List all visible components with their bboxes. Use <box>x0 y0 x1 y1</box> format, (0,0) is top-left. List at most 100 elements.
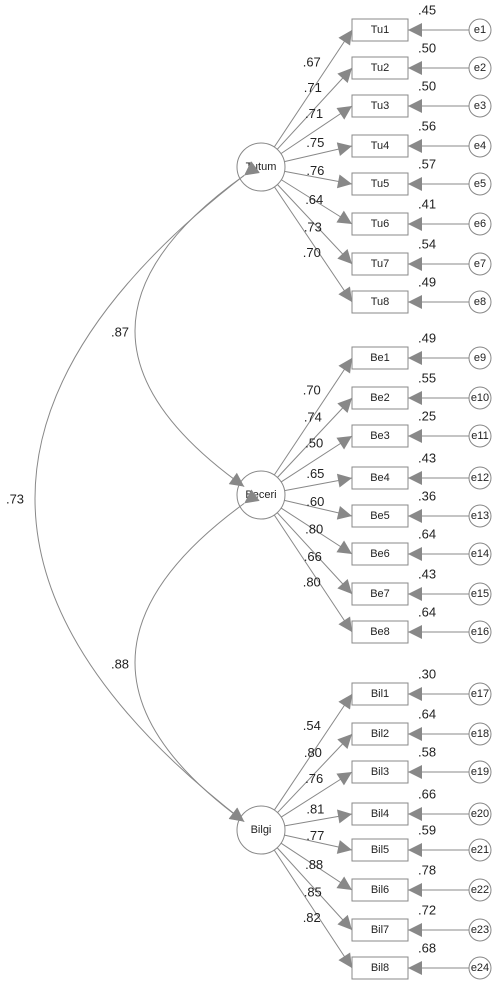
error-circle <box>468 212 492 236</box>
error-label: e2 <box>474 62 486 74</box>
r2-label: .50 <box>418 40 436 55</box>
r2-label: .66 <box>418 786 436 801</box>
indicator-label: Be4 <box>370 472 390 484</box>
r2-label: .72 <box>418 902 436 917</box>
indicator-label: Bil4 <box>371 808 389 820</box>
error-circle <box>468 290 492 314</box>
error-label: e20 <box>471 808 489 820</box>
error-circle <box>468 504 492 528</box>
error-circle <box>468 252 492 276</box>
r2-label: .36 <box>418 488 436 503</box>
loading-arrow <box>284 170 353 189</box>
loading-arrow <box>281 179 353 225</box>
loading-label: .71 <box>304 80 322 95</box>
error-circle <box>468 172 492 196</box>
indicator-label: Bil7 <box>371 924 389 936</box>
error-circle <box>468 838 492 862</box>
indicator-label: Tu4 <box>371 140 390 152</box>
r2-label: .25 <box>418 408 436 423</box>
r2-label: .58 <box>418 744 436 759</box>
r2-label: .45 <box>418 2 436 17</box>
r2-label: .57 <box>418 156 436 171</box>
error-circle <box>468 722 492 746</box>
loading-label: .73 <box>304 220 322 235</box>
error-label: e14 <box>471 548 489 560</box>
r2-label: .64 <box>418 706 436 721</box>
loading-arrow <box>284 809 353 827</box>
indicator-label: Be5 <box>370 510 390 522</box>
indicator-label: Tu6 <box>371 218 390 230</box>
indicator-label: Be2 <box>370 392 390 404</box>
error-label: e6 <box>474 218 486 230</box>
r2-label: .56 <box>418 118 436 133</box>
loading-arrow <box>280 507 353 555</box>
r2-label: .55 <box>418 370 436 385</box>
error-label: e15 <box>471 588 489 600</box>
loading-label: .74 <box>304 409 322 424</box>
loading-arrow <box>273 29 353 148</box>
r2-label: .68 <box>418 940 436 955</box>
latent-label: Tutum <box>246 161 277 173</box>
error-circle <box>468 94 492 118</box>
indicator-label: Be1 <box>370 352 390 364</box>
error-label: e19 <box>471 766 489 778</box>
loading-label: .76 <box>306 163 324 178</box>
loading-label: .80 <box>304 745 322 760</box>
error-circle <box>468 424 492 448</box>
indicator-label: Be3 <box>370 430 390 442</box>
indicator-label: Bil1 <box>371 688 389 700</box>
r2-label: .49 <box>418 274 436 289</box>
correlation-label: .73 <box>6 491 24 506</box>
r2-label: .59 <box>418 822 436 837</box>
error-circle <box>468 620 492 644</box>
loading-arrow <box>273 357 353 476</box>
loading-label: .71 <box>305 106 323 121</box>
error-label: e12 <box>471 472 489 484</box>
loading-label: .64 <box>305 192 323 207</box>
r2-label: .54 <box>418 236 436 251</box>
error-circle <box>468 582 492 606</box>
loading-label: .82 <box>303 910 321 925</box>
indicator-label: Bil5 <box>371 844 389 856</box>
r2-label: .43 <box>418 566 436 581</box>
error-circle <box>468 134 492 158</box>
error-label: e1 <box>474 24 486 36</box>
error-circle <box>468 760 492 784</box>
loading-arrow <box>284 499 353 520</box>
loading-label: .70 <box>303 382 321 397</box>
loading-label: .80 <box>303 574 321 589</box>
loading-label: .85 <box>304 885 322 900</box>
indicator-label: Tu1 <box>371 24 390 36</box>
loading-arrow <box>284 473 353 492</box>
error-label: e17 <box>471 688 489 700</box>
r2-label: .64 <box>418 526 436 541</box>
error-label: e23 <box>471 924 489 936</box>
error-circle <box>468 956 492 980</box>
loading-arrow <box>277 397 353 478</box>
loading-arrow <box>276 512 353 595</box>
loading-arrow <box>274 186 353 303</box>
loading-arrow <box>284 834 353 854</box>
error-label: e7 <box>474 258 486 270</box>
loading-label: .75 <box>306 135 324 150</box>
error-circle <box>468 542 492 566</box>
latent-label: Bilgi <box>251 824 272 836</box>
error-circle <box>468 386 492 410</box>
loading-arrow <box>280 435 353 483</box>
r2-label: .30 <box>418 666 436 681</box>
indicator-label: Bil2 <box>371 728 389 740</box>
loading-arrow <box>273 514 353 633</box>
error-label: e4 <box>474 140 486 152</box>
loading-label: .54 <box>303 718 321 733</box>
error-label: e9 <box>474 352 486 364</box>
loading-arrow <box>280 842 353 891</box>
correlation-arc <box>34 161 260 822</box>
error-label: e3 <box>474 100 486 112</box>
correlation-label: .87 <box>111 324 129 339</box>
loading-arrow <box>277 184 353 265</box>
loading-label: .80 <box>305 521 323 536</box>
loading-label: .66 <box>304 549 322 564</box>
loading-arrow <box>277 733 353 813</box>
loading-arrow <box>280 771 353 818</box>
